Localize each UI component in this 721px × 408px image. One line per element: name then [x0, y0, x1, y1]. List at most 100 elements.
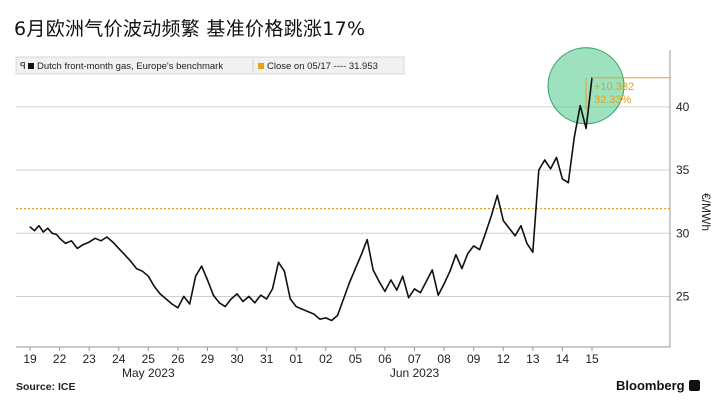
data-point: [183, 295, 185, 298]
data-point: [431, 269, 433, 271]
data-point: [313, 313, 315, 315]
data-point: [413, 288, 416, 290]
data-point: [307, 311, 309, 313]
y-tick-label: 40: [676, 100, 690, 114]
brand-logo: Bloomberg: [616, 378, 700, 393]
data-point: [254, 302, 256, 304]
data-point: [118, 247, 120, 250]
data-point: [147, 275, 149, 277]
data-point: [342, 298, 345, 300]
data-point: [224, 305, 226, 308]
data-point: [106, 236, 108, 238]
data-point: [159, 293, 161, 295]
data-point: [348, 281, 351, 284]
legend-pin-icon: ꟼ: [20, 61, 26, 72]
data-point: [236, 293, 238, 295]
data-point: [496, 194, 498, 196]
data-point: [94, 237, 96, 239]
x-tick-label: 30: [230, 352, 244, 366]
legend-series-label: Dutch front-month gas, Europe's benchmar…: [37, 61, 223, 72]
x-tick-label: 06: [378, 352, 392, 366]
x-tick-label: 31: [260, 352, 274, 366]
x-tick-label: 22: [53, 352, 67, 366]
y-tick-label: 30: [676, 226, 690, 240]
x-tick-label: 07: [408, 352, 422, 366]
data-point: [319, 318, 321, 320]
x-tick-label: 24: [112, 352, 126, 366]
data-point: [408, 297, 410, 299]
page-title: 6月欧洲气价波动频繁 基准价格跳涨17%: [14, 18, 366, 40]
data-point: [301, 308, 303, 310]
data-point: [283, 270, 285, 272]
data-point: [124, 254, 126, 256]
data-point: [479, 249, 481, 251]
x-tick-label: 15: [585, 352, 599, 366]
x-tick-label: 14: [556, 352, 570, 366]
data-point: [29, 226, 31, 228]
data-point: [331, 319, 333, 322]
x-tick-label: 23: [82, 352, 96, 366]
data-point: [425, 280, 427, 282]
data-point: [171, 303, 173, 305]
data-point: [177, 307, 179, 309]
x-tick-label: 12: [497, 352, 511, 366]
data-point: [473, 245, 475, 247]
data-point: [378, 280, 380, 282]
data-point: [82, 244, 84, 246]
x-tick-label: 01: [290, 352, 304, 366]
data-point: [47, 227, 49, 229]
month-label: Jun 2023: [390, 366, 440, 380]
x-tick-label: 29: [201, 352, 215, 366]
data-point: [467, 252, 469, 255]
data-point: [260, 294, 262, 296]
data-point: [33, 230, 36, 232]
annotation-change: +10.332: [594, 81, 634, 93]
data-point: [366, 238, 368, 241]
data-point: [508, 227, 510, 229]
data-point: [585, 127, 587, 129]
data-point: [88, 241, 90, 243]
data-point: [195, 275, 197, 277]
data-point: [337, 314, 339, 317]
data-point: [129, 260, 132, 262]
data-point: [58, 237, 61, 239]
data-point: [100, 240, 102, 242]
annotation-percent: 32.33%: [594, 94, 632, 106]
data-point: [189, 303, 191, 305]
data-point: [490, 214, 493, 217]
data-point: [295, 305, 297, 308]
legend-series-swatch: [28, 63, 34, 69]
source-note: Source: ICE: [16, 381, 76, 393]
data-point: [141, 270, 143, 272]
data-point: [277, 261, 280, 263]
data-point: [549, 168, 552, 170]
legend-close-swatch: [258, 63, 264, 69]
data-point: [573, 136, 575, 138]
data-point: [402, 275, 404, 277]
data-point: [230, 298, 232, 300]
data-point: [437, 294, 439, 296]
data-point: [514, 235, 516, 237]
data-point: [484, 232, 487, 234]
data-point: [384, 290, 386, 292]
data-point: [449, 270, 451, 272]
data-point: [76, 247, 78, 250]
data-point: [502, 220, 504, 222]
data-point: [544, 159, 546, 161]
data-point: [561, 178, 564, 180]
data-point: [455, 254, 457, 256]
data-point: [579, 105, 581, 107]
y-axis-label: €/MWh: [699, 193, 713, 231]
data-point: [153, 285, 155, 287]
data-point: [520, 225, 522, 227]
y-tick-label: 35: [676, 163, 690, 177]
brand-mark-icon: [688, 380, 700, 391]
data-point: [372, 269, 374, 271]
data-point: [419, 292, 422, 294]
data-point: [248, 295, 250, 298]
data-point: [56, 233, 58, 236]
data-point: [200, 265, 203, 267]
x-tick-label: 13: [526, 352, 540, 366]
data-point: [390, 279, 392, 281]
